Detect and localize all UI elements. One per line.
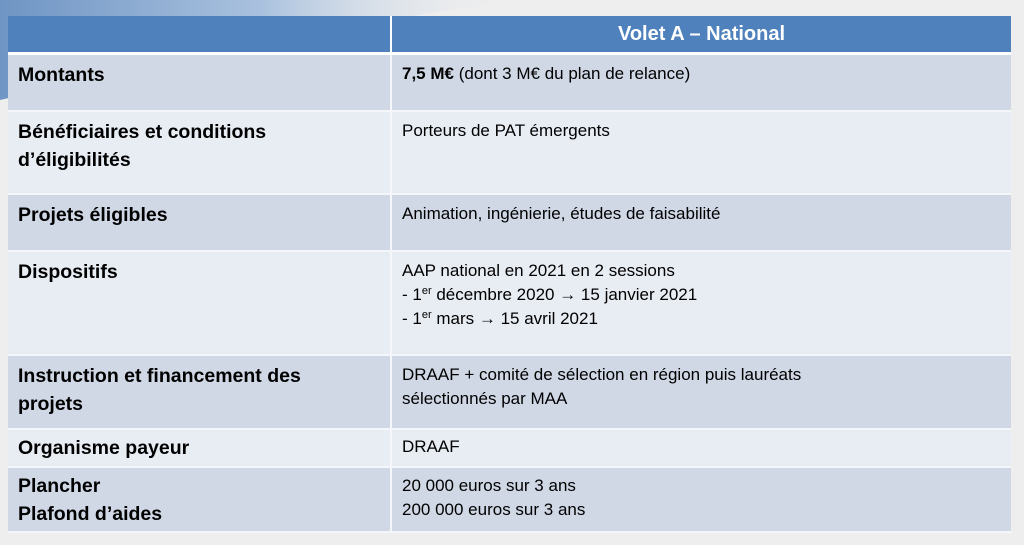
- table-row-organisme-payeur: Organisme payeur DRAAF: [8, 428, 1011, 468]
- row-label-line: projets: [18, 392, 84, 415]
- plancher-value: 20 000 euros sur 3 ans: [402, 475, 576, 495]
- plafond-value: 200 000 euros sur 3 ans: [402, 499, 586, 519]
- dispositif-intro: AAP national en 2021 en 2 sessions: [402, 260, 675, 280]
- funding-table: Volet A – National Montants 7,5 M€ (dont…: [8, 16, 1011, 533]
- ordinal-sup: er: [421, 284, 432, 297]
- row-label: Bénéficiaires et conditions d’éligibilité…: [8, 112, 390, 174]
- session-prefix: - 1: [402, 308, 422, 328]
- table-row-instruction: Instruction et financement des projets DR…: [8, 354, 1011, 430]
- row-label: Montants: [18, 64, 105, 86]
- row-value-line: DRAAF + comité de sélection en région pu…: [402, 364, 802, 384]
- ordinal-sup: er: [421, 308, 432, 321]
- row-value: 7,5 M€ (dont 3 M€ du plan de relance): [392, 55, 1011, 86]
- amount-detail: (dont 3 M€ du plan de relance): [453, 64, 691, 83]
- session-1: - 1er décembre 2020 → 15 janvier 2021: [402, 283, 1001, 307]
- table-header-row: Volet A – National: [8, 16, 1011, 55]
- table-row-plancher-plafond: Plancher Plafond d’aides 20 000 euros sur…: [8, 466, 1011, 533]
- row-value: DRAAF + comité de sélection en région pu…: [392, 356, 1011, 411]
- header-volet-a: Volet A – National: [391, 16, 1011, 55]
- session-2: - 1er mars → 15 avril 2021: [402, 307, 1001, 331]
- row-label-line: Instruction et financement des: [18, 364, 301, 387]
- row-value: 20 000 euros sur 3 ans 200 000 euros sur …: [392, 468, 1011, 522]
- header-label-col: [8, 16, 392, 55]
- row-value: AAP national en 2021 en 2 sessions - 1er…: [392, 252, 1011, 331]
- row-label: Organisme payeur: [18, 436, 190, 459]
- session-dates: mars → 15 avril 2021: [431, 308, 598, 328]
- row-label: Instruction et financement des projets: [8, 356, 390, 418]
- row-label-line: Plafond d’aides: [18, 502, 163, 525]
- row-label: Plancher Plafond d’aides: [8, 468, 390, 528]
- row-value: Animation, ingénierie, études de faisabi…: [402, 203, 721, 223]
- table-row-projets-eligibles: Projets éligibles Animation, ingénierie,…: [8, 193, 1011, 252]
- row-label: Projets éligibles: [18, 203, 168, 226]
- row-label: Dispositifs: [18, 260, 118, 283]
- row-label-line: d’éligibilités: [18, 148, 131, 171]
- row-value-line: sélectionnés par MAA: [402, 388, 568, 408]
- table-row-beneficiaires: Bénéficiaires et conditions d’éligibilité…: [8, 110, 1011, 195]
- row-value: Porteurs de PAT émergents: [402, 120, 610, 140]
- row-label-line: Plancher: [18, 474, 101, 497]
- row-label-line: Bénéficiaires et conditions: [18, 120, 267, 143]
- amount-bold: 7,5 M€: [402, 64, 454, 83]
- session-prefix: - 1: [402, 284, 422, 304]
- session-dates: décembre 2020 → 15 janvier 2021: [431, 284, 698, 304]
- table-row-dispositifs: Dispositifs AAP national en 2021 en 2 se…: [8, 250, 1011, 356]
- table-row-montants: Montants 7,5 M€ (dont 3 M€ du plan de re…: [8, 53, 1011, 112]
- row-value: DRAAF: [402, 436, 460, 456]
